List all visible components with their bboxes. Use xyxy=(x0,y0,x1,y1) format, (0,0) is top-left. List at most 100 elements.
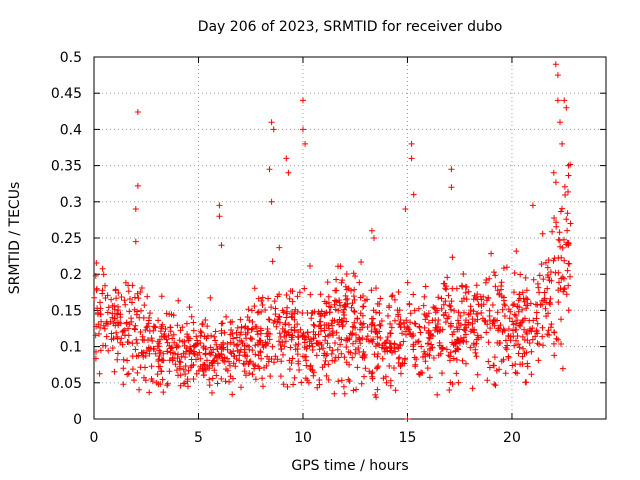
data-point xyxy=(410,332,417,339)
data-point xyxy=(313,352,320,359)
data-point xyxy=(241,368,248,375)
data-point xyxy=(448,184,455,191)
data-point xyxy=(379,344,385,351)
data-point xyxy=(387,382,394,389)
data-point xyxy=(192,342,198,349)
data-point xyxy=(310,372,317,379)
data-point xyxy=(486,364,493,371)
data-point xyxy=(545,274,552,281)
data-point xyxy=(359,312,366,319)
data-point xyxy=(370,336,377,343)
data-point xyxy=(473,336,480,343)
data-point xyxy=(296,289,303,296)
data-point xyxy=(470,340,477,347)
data-point xyxy=(396,321,403,328)
data-point xyxy=(96,330,102,337)
data-point xyxy=(176,337,183,344)
data-point xyxy=(523,302,530,309)
data-point xyxy=(533,315,540,322)
data-point xyxy=(450,355,457,362)
data-point xyxy=(351,309,358,315)
data-point xyxy=(536,272,543,279)
data-point xyxy=(145,336,151,343)
data-point xyxy=(144,347,150,354)
data-point xyxy=(564,210,571,217)
data-point xyxy=(467,344,474,351)
data-point xyxy=(132,346,139,353)
data-point xyxy=(238,338,245,345)
data-point xyxy=(324,351,331,357)
data-point xyxy=(401,320,407,327)
data-point xyxy=(190,376,197,382)
data-point xyxy=(166,368,173,375)
data-point xyxy=(370,315,377,322)
data-point xyxy=(173,342,180,349)
data-point xyxy=(209,375,216,382)
data-point xyxy=(104,292,111,299)
data-point xyxy=(148,335,155,342)
data-point xyxy=(542,305,549,312)
data-point xyxy=(434,321,441,327)
data-point xyxy=(408,155,415,162)
data-point xyxy=(446,302,453,309)
data-point xyxy=(539,230,546,237)
data-point xyxy=(438,305,445,312)
data-point xyxy=(387,330,394,336)
data-point xyxy=(389,292,396,299)
data-point xyxy=(321,322,328,329)
data-point xyxy=(252,342,259,349)
data-point xyxy=(555,287,562,294)
data-point xyxy=(245,325,252,332)
data-point xyxy=(539,301,546,308)
data-point xyxy=(412,321,419,327)
data-point xyxy=(220,346,227,353)
data-point xyxy=(339,318,346,325)
data-point xyxy=(519,333,526,340)
data-point xyxy=(356,279,363,286)
data-point xyxy=(299,310,306,316)
data-point xyxy=(115,290,122,296)
data-point xyxy=(257,338,264,344)
data-point xyxy=(437,326,444,333)
data-point xyxy=(273,323,280,330)
data-point xyxy=(238,329,245,336)
data-point xyxy=(545,257,552,263)
data-point xyxy=(432,305,439,312)
data-point xyxy=(128,318,135,325)
data-point xyxy=(323,372,330,379)
data-point xyxy=(519,353,526,360)
data-point xyxy=(276,330,283,337)
data-point xyxy=(265,316,272,323)
data-point xyxy=(349,323,356,330)
data-points xyxy=(91,61,574,422)
data-point xyxy=(380,375,387,382)
data-point xyxy=(553,219,560,226)
data-point xyxy=(233,356,240,362)
data-point xyxy=(268,119,275,126)
data-point xyxy=(329,357,336,364)
data-point xyxy=(484,321,491,328)
data-point xyxy=(152,324,159,331)
data-point xyxy=(222,378,229,385)
data-point xyxy=(216,213,223,220)
data-point xyxy=(137,364,144,371)
data-point xyxy=(289,311,295,318)
data-point xyxy=(246,370,253,377)
data-point xyxy=(300,330,307,337)
data-point xyxy=(103,333,110,340)
data-point xyxy=(268,304,275,311)
data-point xyxy=(404,323,411,330)
data-point xyxy=(126,308,133,315)
data-point xyxy=(163,336,170,343)
data-point xyxy=(197,363,204,370)
y-axis-title: SRMTID / TECUs xyxy=(7,182,23,295)
data-point xyxy=(300,97,306,104)
data-point xyxy=(142,327,149,333)
data-point xyxy=(202,351,209,358)
data-point xyxy=(465,288,472,295)
data-point xyxy=(557,208,564,215)
data-point xyxy=(258,355,265,362)
data-point xyxy=(341,390,348,397)
data-point xyxy=(529,202,536,209)
data-point xyxy=(469,320,476,327)
